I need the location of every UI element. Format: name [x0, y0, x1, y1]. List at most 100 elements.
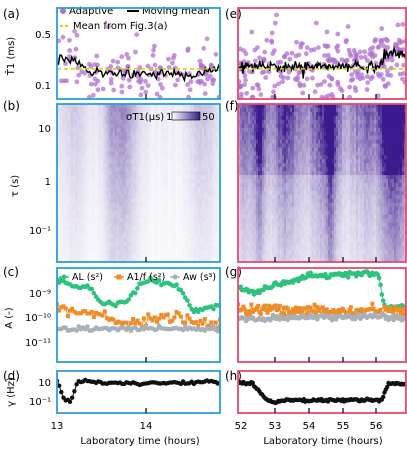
- heatmap-cell: [57, 155, 60, 160]
- heatmap-cell: [300, 250, 303, 255]
- heatmap-cell: [70, 186, 74, 192]
- heatmap-cell: [290, 127, 293, 132]
- heatmap-cell: [116, 104, 119, 109]
- heatmap-cell: [298, 206, 301, 211]
- heatmap-cell: [60, 218, 64, 223]
- heatmap-cell: [120, 104, 123, 109]
- heatmap-cell: [136, 167, 139, 172]
- heatmap-cell: [298, 155, 301, 160]
- heatmap-cell: [212, 214, 215, 219]
- heatmap-cell: [216, 143, 219, 148]
- heatmap-cell: [190, 123, 193, 128]
- heatmap-cell: [158, 175, 161, 180]
- heatmap-cell: [274, 246, 277, 251]
- heatmap-cell: [142, 175, 145, 180]
- heatmap-cell: [122, 222, 125, 227]
- heatmap-cell: [102, 194, 106, 200]
- heatmap-cell: [180, 171, 183, 176]
- heatmap-cell: [162, 167, 165, 172]
- heatmap-cell: [278, 214, 281, 219]
- heatmap-cell: [168, 167, 171, 172]
- heatmap-cell: [164, 119, 167, 125]
- heatmap-cell: [138, 139, 141, 144]
- heatmap-cell: [60, 123, 64, 128]
- heatmap-cell: [168, 206, 171, 211]
- heatmap-cell: [92, 234, 96, 239]
- adaptive-point: [202, 81, 208, 87]
- heatmap-cell: [210, 250, 213, 255]
- heatmap-cell: [280, 107, 283, 113]
- heatmap-cell: [130, 214, 133, 219]
- adaptive-point: [278, 59, 283, 65]
- heatmap-cell: [86, 171, 90, 176]
- heatmap-cell: [126, 258, 129, 262]
- heatmap-cell: [106, 167, 109, 172]
- heatmap-cell: [248, 250, 251, 255]
- adaptive-point: [344, 37, 349, 43]
- heatmap-cell: [268, 159, 271, 164]
- heatmap-cell: [92, 147, 96, 152]
- heatmap-cell: [214, 104, 217, 109]
- heatmap-cell: [190, 238, 193, 243]
- heatmap-cell: [282, 198, 285, 204]
- heatmap-cell: [280, 155, 283, 160]
- heatmap-cell: [284, 186, 287, 192]
- heatmap-cell: [166, 151, 169, 156]
- heatmap-cell: [184, 127, 187, 132]
- heatmap-cell: [76, 190, 80, 196]
- heatmap-cell: [150, 119, 153, 125]
- heatmap-cell: [94, 186, 98, 192]
- heatmap-cell: [294, 210, 297, 215]
- heatmap-cell: [270, 139, 273, 144]
- heatmap-cell: [206, 214, 209, 219]
- heatmap-cell: [276, 230, 279, 235]
- heatmap-cell: [162, 123, 165, 128]
- heatmap-cell: [78, 123, 82, 128]
- heatmap-cell: [298, 222, 301, 227]
- heatmap-cell: [76, 175, 80, 180]
- heatmap-cell: [158, 111, 161, 117]
- heatmap-cell: [136, 214, 139, 219]
- heatmap-cell: [268, 234, 271, 239]
- heatmap-cell: [158, 246, 161, 251]
- heatmap-cell: [122, 250, 125, 255]
- heatmap-cell: [130, 155, 133, 160]
- heatmap-cell: [158, 218, 161, 223]
- heatmap-cell: [240, 214, 243, 219]
- heatmap-cell: [154, 135, 157, 140]
- heatmap-cell: [126, 226, 129, 231]
- heatmap-cell: [120, 175, 123, 180]
- heatmap-cell: [86, 250, 90, 255]
- heatmap-cell: [146, 250, 149, 255]
- heatmap-cell: [76, 202, 80, 207]
- heatmap-cell: [172, 143, 175, 148]
- heatmap-cell: [64, 139, 68, 144]
- heatmap-cell: [266, 226, 269, 231]
- heatmap-cell: [198, 190, 201, 196]
- heatmap-cell: [246, 222, 249, 227]
- heatmap-cell: [166, 190, 169, 196]
- heatmap-cell: [180, 159, 183, 164]
- heatmap-cell: [192, 242, 195, 247]
- heatmap-cell: [266, 230, 269, 235]
- heatmap-cell: [180, 230, 183, 235]
- heatmap-cell: [72, 119, 76, 125]
- heatmap-cell: [200, 123, 203, 128]
- heatmap-cell: [110, 127, 113, 132]
- heatmap-cell: [184, 179, 187, 184]
- heatmap-cell: [240, 159, 243, 164]
- heatmap-cell: [120, 123, 123, 128]
- heatmap-cell: [270, 234, 273, 239]
- adaptive-point: [166, 56, 171, 62]
- heatmap-cell: [78, 127, 82, 132]
- heatmap-cell: [154, 107, 157, 113]
- heatmap-cell: [242, 159, 245, 164]
- heatmap-cell: [258, 230, 261, 235]
- heatmap-cell: [256, 194, 259, 200]
- heatmap-cell: [244, 206, 247, 211]
- heatmap-cell: [136, 147, 139, 152]
- heatmap-cell: [276, 246, 279, 251]
- heatmap-cell: [148, 186, 151, 192]
- heatmap-cell: [92, 218, 96, 223]
- heatmap-cell: [96, 139, 100, 144]
